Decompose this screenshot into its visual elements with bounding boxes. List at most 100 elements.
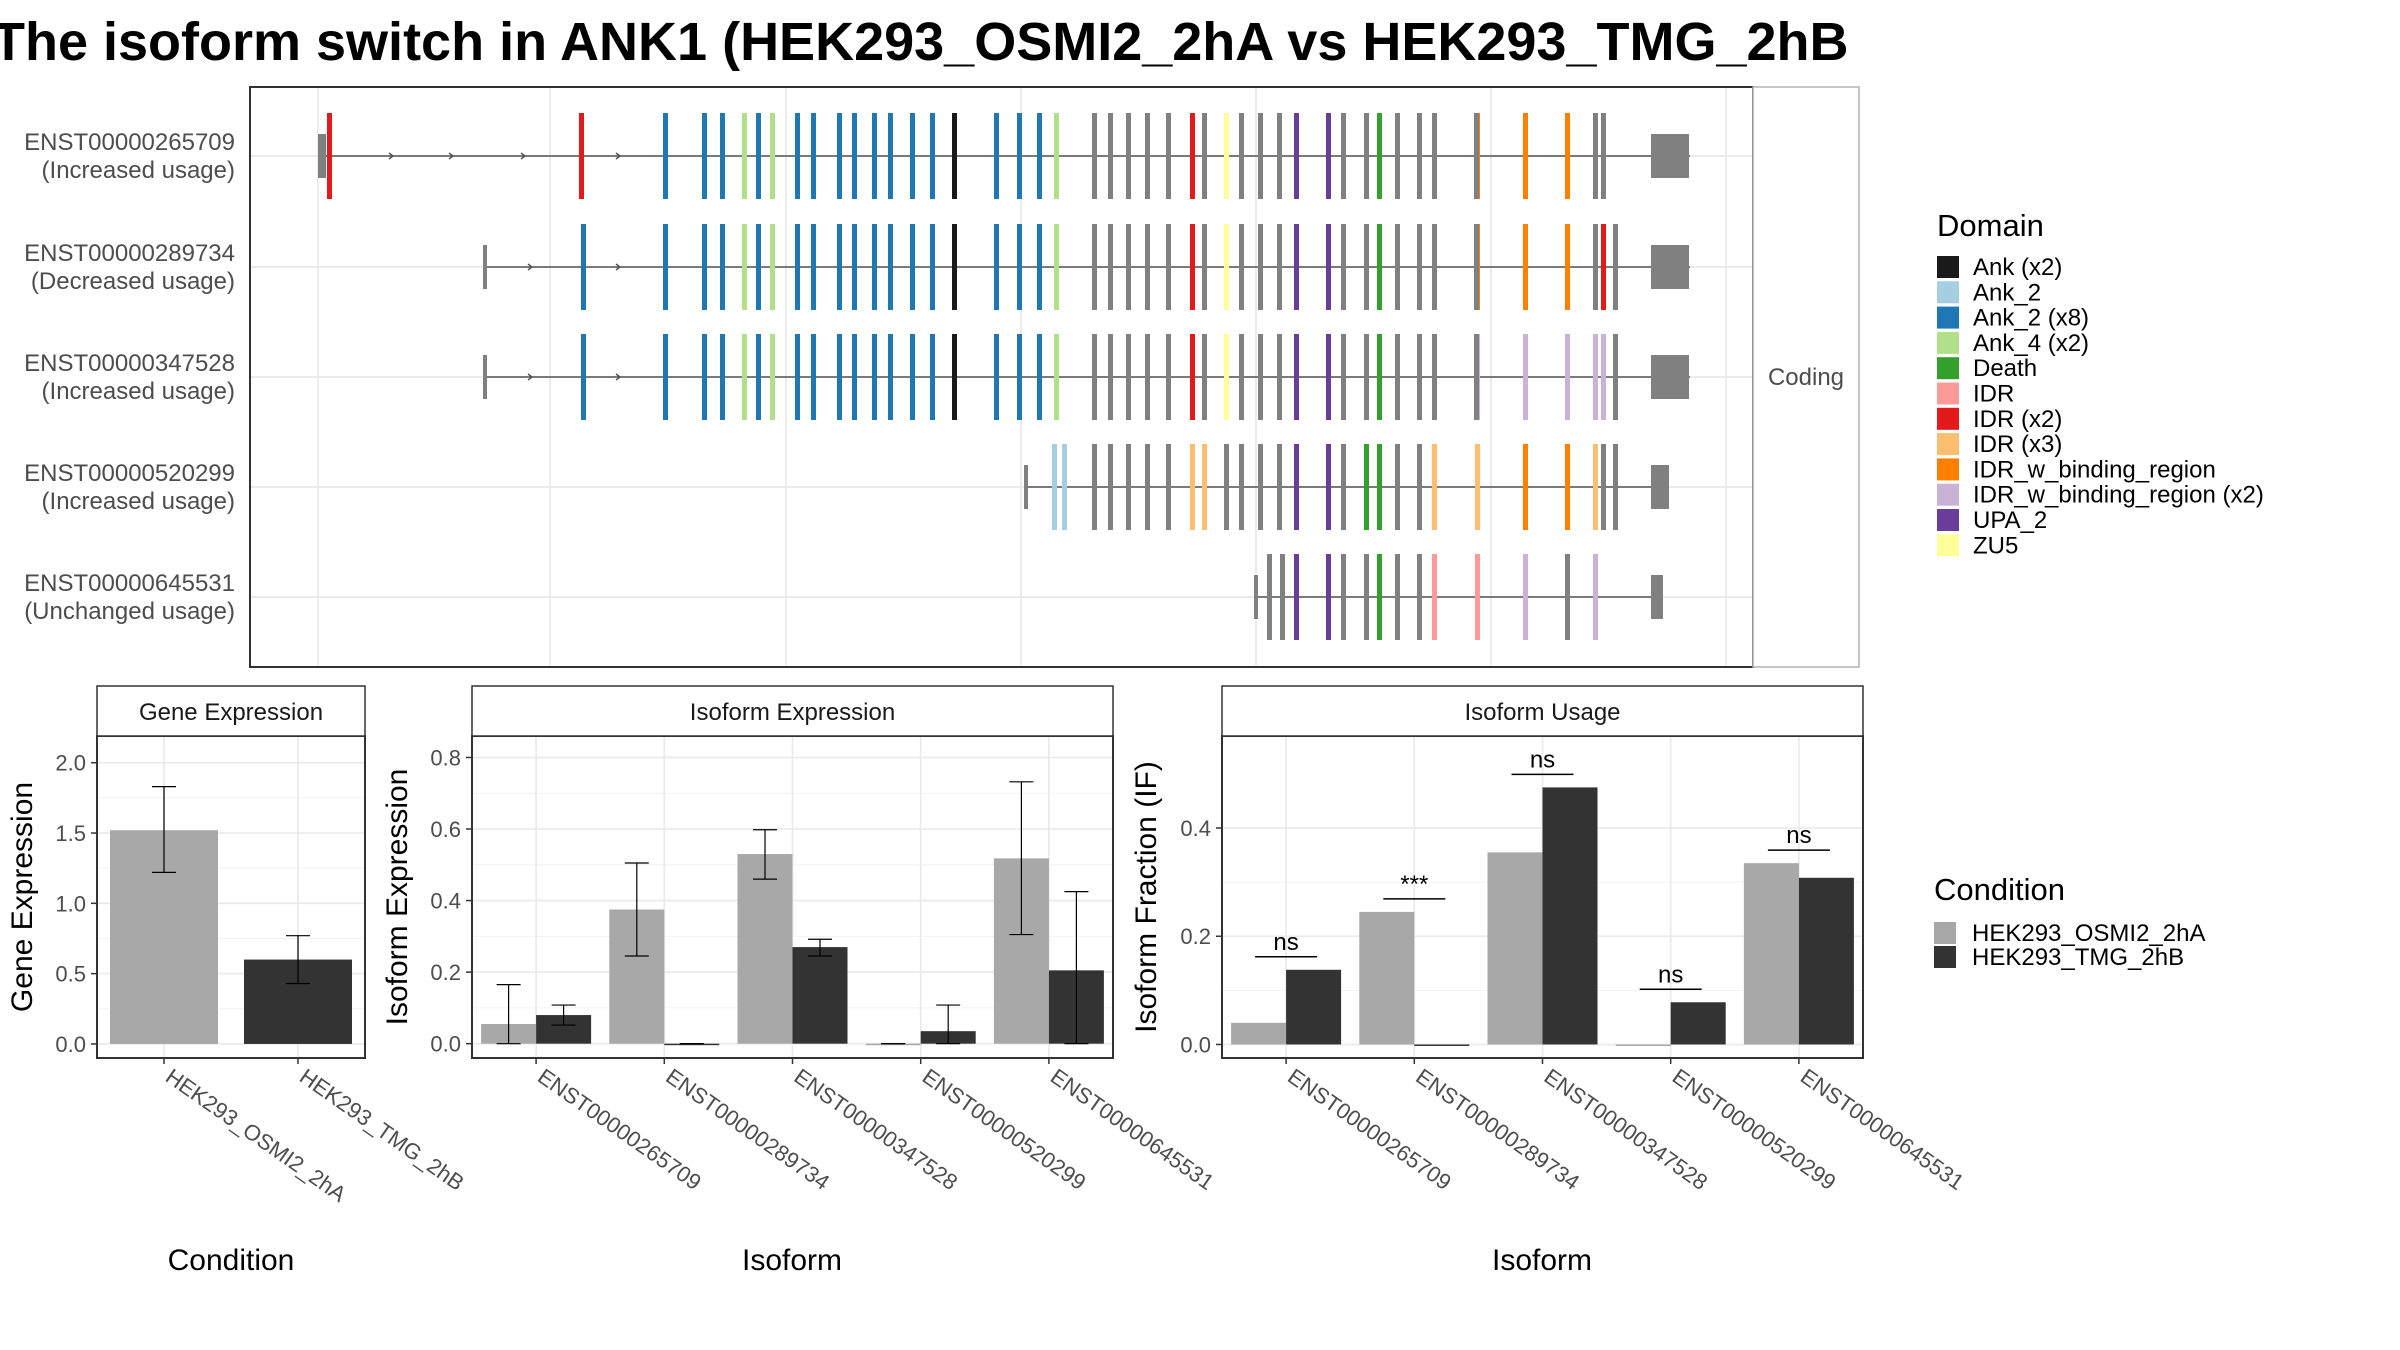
exon-block	[1395, 554, 1400, 640]
domain-legend-label: Ank (x2)	[1973, 254, 2062, 281]
exon-block	[1417, 444, 1422, 530]
exon-block	[1224, 113, 1229, 199]
exon-block	[1364, 224, 1369, 310]
exon-block	[1054, 113, 1059, 199]
y-tick-label: 0.2	[430, 960, 461, 985]
exon-block	[1126, 334, 1131, 420]
exon-block	[1294, 113, 1299, 199]
exon-block	[1341, 113, 1346, 199]
y-axis-title: Gene Expression	[6, 782, 39, 1012]
exon-block	[852, 113, 857, 199]
exon-block	[1166, 444, 1171, 530]
exon-block	[1126, 224, 1131, 310]
domain-legend-swatch	[1937, 407, 1959, 430]
exon-block	[770, 113, 775, 199]
exon-block	[1432, 334, 1437, 420]
exon-block	[811, 224, 816, 310]
data-bar	[1743, 863, 1799, 1045]
y-tick-label: 1.5	[55, 821, 86, 846]
exon-block	[1277, 334, 1282, 420]
transcript-label-id: ENST00000289734	[24, 240, 235, 267]
exon-block	[1593, 334, 1598, 420]
transcript-label-usage: (Increased usage)	[42, 157, 235, 184]
exon-block	[1267, 554, 1272, 640]
domain-legend-swatch	[1937, 357, 1959, 380]
exon-block	[702, 224, 707, 310]
exon-block	[930, 224, 935, 310]
exon-block	[837, 334, 842, 420]
exon-block	[1239, 444, 1244, 530]
exon-block	[1364, 113, 1369, 199]
exon-block	[1364, 554, 1369, 640]
strand-arrow	[520, 152, 527, 160]
exon-block	[720, 224, 725, 310]
exon-block	[1145, 113, 1150, 199]
data-bar	[1798, 877, 1854, 1045]
exon-block	[1326, 444, 1331, 530]
exon-block	[1601, 113, 1606, 199]
exon-block	[1062, 444, 1067, 530]
exon-block	[1417, 224, 1422, 310]
exon-block	[888, 334, 893, 420]
y-tick-label: 0.0	[1180, 1032, 1211, 1057]
exon-block	[756, 334, 761, 420]
exon-block	[742, 113, 747, 199]
exon-block	[1190, 224, 1195, 310]
exon-block	[1224, 444, 1229, 530]
panel-strip	[96, 685, 366, 737]
y-tick-label: 0.5	[55, 962, 86, 987]
exon-block	[910, 224, 915, 310]
data-bar	[1414, 1044, 1470, 1046]
exon-block	[720, 113, 725, 199]
panel-strip	[471, 685, 1114, 737]
condition-legend-swatch-osmi2	[1934, 922, 1956, 944]
exon-block	[910, 113, 915, 199]
exon-block	[1601, 334, 1606, 420]
exon-block	[1239, 334, 1244, 420]
exon-block	[1166, 224, 1171, 310]
exon-block	[1523, 444, 1528, 530]
exon-block	[1523, 113, 1528, 199]
exon-block	[1037, 334, 1042, 420]
domain-legend-label: IDR (x3)	[1973, 431, 2062, 458]
exon-block	[1092, 334, 1097, 420]
exon-block	[910, 334, 915, 420]
x-axis-title: Condition	[168, 1244, 295, 1277]
exon-block	[1108, 334, 1113, 420]
exon-block	[1565, 554, 1570, 640]
exon-block	[1017, 113, 1022, 199]
domain-legend-label: UPA_2	[1973, 507, 2047, 534]
x-axis-title: Isoform	[742, 1244, 842, 1277]
exon-block	[1377, 444, 1382, 530]
exon-block	[872, 334, 877, 420]
significance-label: ***	[1400, 871, 1428, 898]
domain-legend-label: IDR (x2)	[1973, 406, 2062, 433]
significance-label: ns	[1273, 929, 1298, 956]
exon-block	[1054, 334, 1059, 420]
x-axis-title: Isoform	[1492, 1244, 1592, 1277]
condition-legend-label-osmi2: HEK293_OSMI2_2hA	[1972, 920, 2205, 947]
exon-block	[1341, 444, 1346, 530]
utr-block	[1254, 575, 1258, 619]
domain-legend-swatch	[1937, 281, 1959, 304]
exon-block	[581, 334, 586, 420]
utr-block	[1651, 134, 1689, 178]
condition-legend-label-tmg: HEK293_TMG_2hB	[1972, 944, 2184, 971]
domain-legend-label: IDR_w_binding_region (x2)	[1973, 482, 2264, 509]
exon-block	[1258, 224, 1263, 310]
domain-legend-label: Ank_4 (x2)	[1973, 330, 2089, 357]
exon-block	[888, 113, 893, 199]
exon-block	[1593, 444, 1598, 530]
strand-arrow	[527, 263, 534, 271]
exon-block	[994, 224, 999, 310]
exon-block	[1224, 334, 1229, 420]
facet-label-coding: Coding	[1768, 364, 1844, 391]
exon-block	[1593, 113, 1598, 199]
transcript-label-id: ENST00000645531	[24, 570, 235, 597]
domain-legend-swatch	[1937, 509, 1959, 531]
exon-block	[1565, 113, 1570, 199]
exon-block	[952, 224, 957, 310]
domain-legend-swatch	[1937, 306, 1959, 329]
exon-block	[1417, 113, 1422, 199]
